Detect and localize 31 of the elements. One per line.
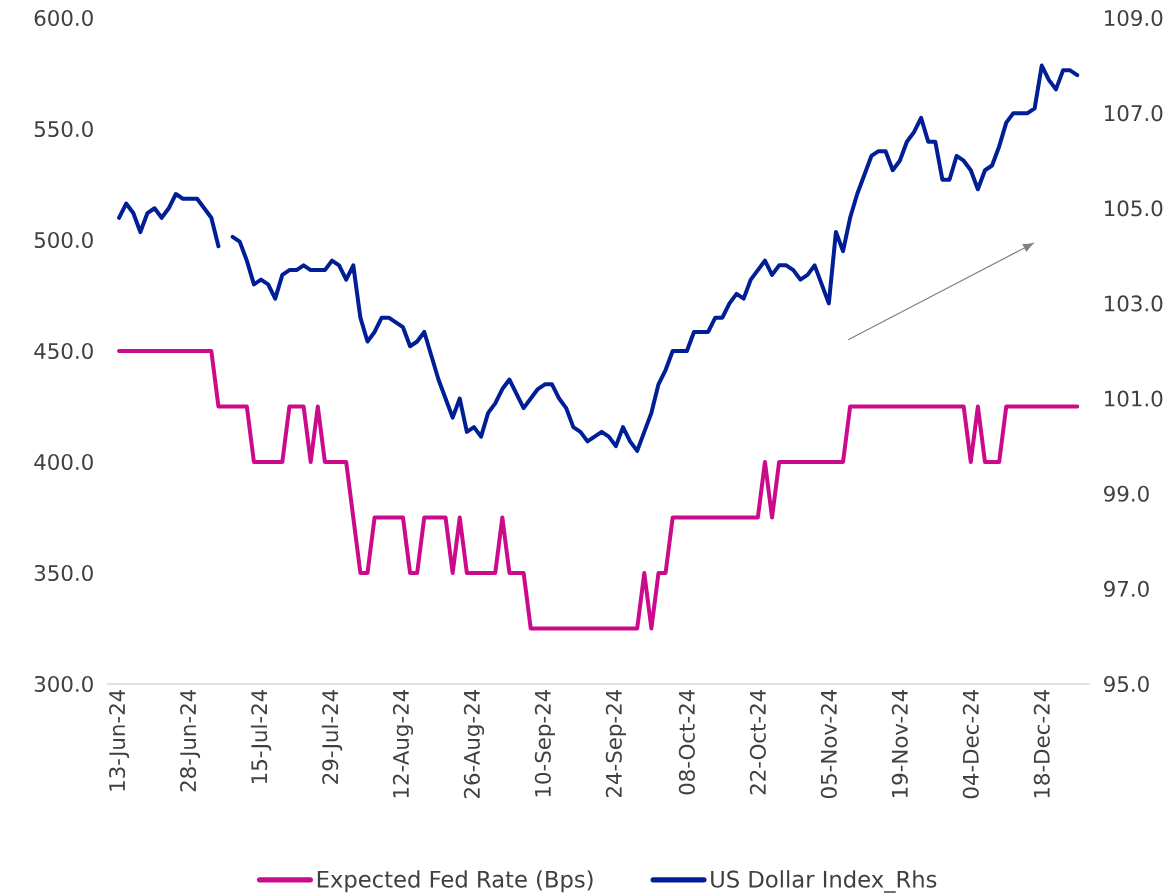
x-tick-label: 28-Jun-24 (180, 689, 201, 792)
y2-tick-label: 99.0 (1104, 485, 1149, 502)
y-tick-label: 500.0 (34, 231, 93, 249)
x-tick-label: 18-Dec-24 (1033, 689, 1050, 798)
x-tick-label: 05-Nov-24 (820, 689, 837, 799)
y2-tick-label: 103.0 (1105, 295, 1163, 312)
y-tick-label: 600.0 (34, 9, 93, 27)
x-tick-label: 13-Jun-24 (109, 689, 130, 791)
x-tick-label: 12-Aug-24 (392, 689, 414, 798)
y-tick-label: 300.0 (34, 675, 93, 693)
x-tick-label: 15-Jul-24 (250, 689, 272, 783)
y2-tick-label: 97.0 (1104, 580, 1149, 597)
legend-label: Expected Fed Rate (Bps) (317, 870, 593, 893)
x-tick-label: 26-Aug-24 (463, 689, 485, 799)
y-tick-label: 400.0 (34, 453, 93, 471)
y-tick-label: 450.0 (34, 342, 93, 360)
x-tick-label: 22-Oct-24 (749, 689, 766, 795)
x-tick-label: 24-Sep-24 (605, 689, 627, 798)
x-tick-label: 10-Sep-24 (534, 689, 556, 797)
x-tick-label: 04-Dec-24 (962, 689, 979, 799)
y2-tick-label: 107.0 (1105, 105, 1163, 122)
y-tick-label: 350.0 (34, 564, 93, 582)
x-tick-label: 19-Nov-24 (891, 689, 908, 798)
x-tick-label: 29-Jul-24 (321, 689, 343, 784)
y2-tick-label: 95.0 (1104, 675, 1149, 693)
y2-tick-label: 109.0 (1105, 9, 1163, 27)
legend-label: US Dollar Index_Rhs (711, 870, 937, 893)
y-tick-label: 550.0 (34, 120, 93, 138)
x-tick-label: 08-Oct-24 (678, 689, 695, 795)
y2-tick-label: 105.0 (1105, 200, 1163, 217)
y2-tick-label: 101.0 (1105, 390, 1163, 407)
